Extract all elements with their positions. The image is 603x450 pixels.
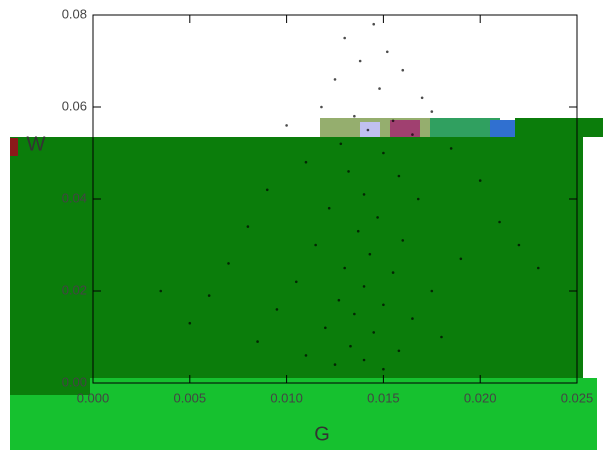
glitch-strip — [390, 120, 420, 137]
point — [517, 243, 521, 247]
point — [304, 354, 308, 357]
point — [227, 262, 230, 265]
bright-green-block — [10, 395, 597, 450]
glitch-strip — [490, 120, 515, 137]
point — [207, 294, 211, 297]
y-tick-label: 0.04 — [62, 190, 87, 205]
point — [478, 179, 482, 182]
x-tick-label: 0.015 — [367, 390, 400, 405]
point — [159, 289, 163, 293]
point — [385, 50, 389, 54]
point — [382, 151, 385, 155]
y-tick-label: 0.00 — [62, 374, 87, 389]
point — [349, 344, 352, 348]
point — [362, 285, 366, 288]
y-axis-label: W — [27, 133, 46, 155]
point — [430, 289, 434, 293]
point — [416, 197, 420, 201]
point — [343, 266, 346, 270]
point — [372, 22, 376, 26]
point — [440, 335, 443, 339]
glitch-overlay — [10, 118, 603, 450]
y-tick-label: 0.02 — [62, 282, 87, 297]
point — [304, 160, 308, 164]
point — [376, 216, 379, 219]
point — [275, 308, 279, 311]
glitch-strip — [515, 118, 603, 137]
x-tick-label: 0.010 — [270, 390, 303, 405]
point — [401, 239, 405, 242]
point — [347, 170, 350, 173]
x-axis-label: G — [314, 423, 330, 445]
point — [391, 271, 395, 274]
point — [430, 110, 434, 113]
point — [324, 326, 327, 330]
point — [353, 312, 356, 316]
point — [372, 331, 376, 334]
y-tick-label: 0.06 — [62, 98, 87, 113]
point — [246, 225, 250, 228]
point — [337, 298, 341, 302]
point — [449, 147, 453, 150]
point — [368, 252, 372, 256]
x-tick-label: 0.000 — [77, 390, 110, 405]
point — [378, 87, 381, 90]
point — [188, 321, 192, 325]
point — [498, 220, 501, 224]
point — [333, 78, 337, 81]
glitch-strip — [430, 118, 500, 137]
bright-green-strip — [90, 378, 597, 396]
point — [459, 257, 463, 261]
point — [339, 142, 343, 146]
point — [327, 206, 331, 210]
x-tick-label: 0.025 — [561, 390, 594, 405]
point — [411, 133, 414, 136]
point — [362, 193, 366, 196]
point — [382, 367, 385, 371]
point — [358, 59, 362, 63]
point — [366, 128, 370, 132]
point — [397, 349, 401, 353]
x-tick-label: 0.020 — [464, 390, 497, 405]
point — [362, 358, 366, 362]
point — [320, 105, 323, 109]
glitch-strip — [10, 138, 18, 156]
point — [285, 124, 288, 127]
point — [382, 303, 385, 307]
x-tick-label: 0.005 — [174, 390, 207, 405]
point — [420, 96, 424, 100]
point — [536, 266, 540, 270]
point — [353, 114, 356, 118]
point — [397, 174, 401, 178]
point — [343, 36, 346, 40]
point — [265, 188, 269, 192]
y-tick-label: 0.08 — [62, 6, 87, 21]
point — [256, 340, 259, 343]
dark-green-block — [10, 137, 583, 395]
point — [401, 68, 405, 72]
point — [333, 363, 337, 366]
point — [294, 280, 298, 284]
glitch-strip — [360, 122, 380, 137]
point — [314, 243, 317, 247]
point — [391, 119, 395, 123]
point — [411, 317, 414, 320]
point — [356, 229, 360, 233]
